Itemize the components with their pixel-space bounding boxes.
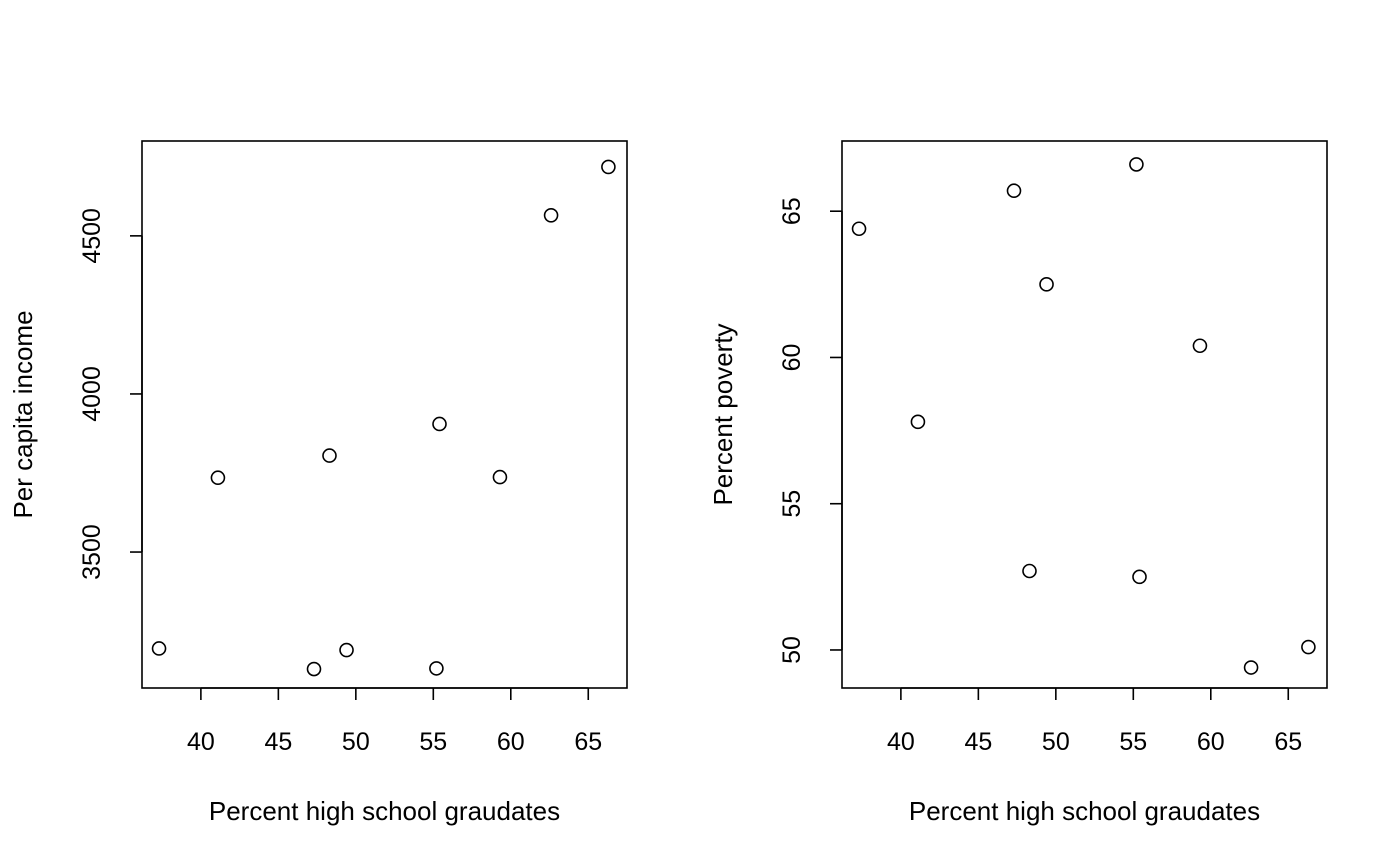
data-point	[1006, 183, 1022, 199]
data-point	[1132, 569, 1147, 585]
x-tick-label: 65	[574, 728, 602, 756]
x-tick-label: 65	[1274, 728, 1302, 756]
data-point	[429, 661, 444, 676]
x-tick-label: 55	[1119, 728, 1147, 756]
y-tick-label: 65	[778, 197, 806, 225]
x-tick-label: 60	[1197, 728, 1225, 756]
scatter-plot-2: 40 45 50 55 60 65 50 55 60 65 Percent high school …	[708, 140, 1328, 826]
y-tick-label: 4500	[78, 208, 106, 264]
data-point	[432, 416, 447, 432]
data-point	[492, 469, 508, 485]
data-point	[1301, 639, 1316, 655]
x-tick-label: 40	[887, 728, 915, 756]
data-point	[210, 470, 226, 486]
data-point	[543, 208, 559, 223]
y-axis-title: Percent poverty	[708, 323, 738, 505]
plot-frame	[841, 140, 1328, 689]
x-tick-label: 60	[497, 728, 525, 756]
x-axis-title: Percent high school graudates	[909, 796, 1260, 826]
data-point	[910, 414, 926, 430]
y-tick-label: 3500	[78, 524, 106, 580]
data-point	[601, 159, 616, 175]
data-point	[151, 641, 167, 656]
plot-frame	[141, 140, 628, 689]
data-point	[322, 448, 337, 463]
y-axis-title: Per capita income	[8, 310, 38, 518]
x-tick-label: 55	[419, 728, 447, 756]
scatter-plot-1: 40 45 50 55 60 65 3500 4000 4500 Percent high sch…	[8, 140, 628, 826]
y-tick-label: 60	[778, 344, 806, 372]
data-point	[1039, 277, 1054, 292]
data-point	[339, 642, 354, 658]
x-tick-label: 45	[964, 728, 992, 756]
y-tick-label: 55	[778, 490, 806, 518]
x-tick-label: 40	[187, 728, 215, 756]
data-point	[1129, 157, 1144, 172]
x-tick-label: 50	[342, 728, 370, 756]
y-tick-label: 50	[778, 636, 806, 664]
x-axis-title: Percent high school graudates	[209, 796, 560, 826]
data-point	[1022, 563, 1037, 579]
y-tick-label: 4000	[78, 366, 106, 422]
data-point	[851, 221, 867, 237]
data-point	[306, 661, 322, 677]
data-point	[1243, 660, 1259, 675]
x-tick-label: 50	[1042, 728, 1070, 756]
x-tick-label: 45	[264, 728, 292, 756]
data-point	[1192, 338, 1208, 354]
